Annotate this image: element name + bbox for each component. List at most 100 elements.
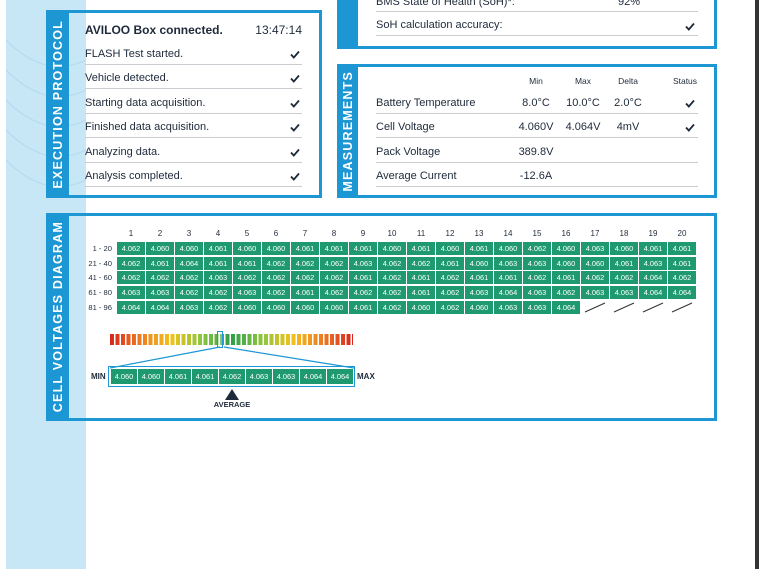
cell-value: 4.062 bbox=[320, 286, 348, 300]
scale-value: 4.063 bbox=[273, 369, 299, 384]
measurement-label: Pack Voltage bbox=[376, 145, 441, 158]
execution-header: AVILOO Box connected. bbox=[85, 23, 223, 37]
rule bbox=[376, 137, 698, 139]
cell-value: 4.062 bbox=[262, 286, 290, 300]
cell-value: 4.062 bbox=[581, 271, 609, 285]
rule bbox=[85, 64, 302, 65]
rule bbox=[85, 112, 302, 114]
cell-value: 4.062 bbox=[378, 286, 406, 300]
cell-value: 4.060 bbox=[262, 242, 290, 255]
check-icon bbox=[290, 75, 300, 84]
row-label: 61 - 80 bbox=[88, 288, 112, 298]
cell-value: 4.061 bbox=[407, 271, 435, 285]
cell-value: 4.062 bbox=[291, 271, 319, 285]
soh-value: 92% bbox=[618, 0, 641, 8]
cell-value: 4.060 bbox=[378, 242, 406, 255]
column-number: 13 bbox=[474, 229, 484, 238]
cell-value: 4.061 bbox=[291, 286, 319, 300]
check-icon bbox=[290, 50, 300, 59]
scale-value: 4.062 bbox=[219, 369, 245, 384]
cell-value: 4.061 bbox=[639, 242, 667, 255]
cell-value: 4.061 bbox=[494, 271, 522, 285]
execution-step: FLASH Test started. bbox=[85, 48, 184, 60]
rule bbox=[376, 113, 698, 114]
empty-cell bbox=[610, 301, 638, 314]
measurement-value: 4.064V bbox=[565, 121, 601, 134]
rule bbox=[376, 161, 698, 163]
column-number: 12 bbox=[445, 229, 455, 238]
cell-value: 4.062 bbox=[378, 300, 406, 314]
cell-value: 4.062 bbox=[320, 256, 348, 270]
cell-value: 4.064 bbox=[117, 300, 145, 314]
measurement-value: 4.060V bbox=[518, 121, 554, 134]
cell-value: 4.062 bbox=[146, 271, 174, 285]
cell-value: 4.063 bbox=[639, 256, 667, 270]
cell-value: 4.061 bbox=[610, 256, 638, 270]
cell-value: 4.060 bbox=[175, 242, 203, 255]
cell-value: 4.061 bbox=[204, 242, 232, 255]
cell-value: 4.061 bbox=[146, 256, 174, 270]
cell-value: 4.063 bbox=[349, 256, 377, 270]
cell-value: 4.061 bbox=[436, 256, 464, 270]
cell-value: 4.062 bbox=[378, 256, 406, 270]
cell-value: 4.063 bbox=[610, 286, 638, 300]
cell-value: 4.063 bbox=[494, 300, 522, 314]
section-title: CELL VOLTAGES DIAGRAM bbox=[50, 221, 65, 413]
cell-value: 4.062 bbox=[407, 256, 435, 270]
scale-value: 4.060 bbox=[111, 369, 137, 384]
cell-value: 4.061 bbox=[465, 271, 493, 285]
cell-value: 4.062 bbox=[436, 300, 464, 314]
column-header: Delta bbox=[618, 76, 638, 86]
empty-cell bbox=[581, 301, 609, 314]
cell-value: 4.060 bbox=[436, 242, 464, 255]
cell-value: 4.062 bbox=[523, 242, 551, 255]
check-icon bbox=[290, 99, 300, 108]
cell-value: 4.063 bbox=[581, 286, 609, 300]
column-header: Status bbox=[672, 76, 698, 86]
cell-value: 4.062 bbox=[436, 286, 464, 300]
cell-value: 4.062 bbox=[117, 242, 145, 255]
check-icon bbox=[290, 172, 300, 181]
scale-box bbox=[108, 366, 355, 387]
measurement-value: -12.6A bbox=[519, 170, 553, 183]
execution-band: EXECUTION PROTOCOL bbox=[46, 10, 69, 198]
column-number: 1 bbox=[128, 229, 134, 238]
column-number: 20 bbox=[677, 229, 687, 238]
cell-value: 4.061 bbox=[668, 242, 696, 255]
cell-value: 4.062 bbox=[436, 271, 464, 285]
cell-value: 4.064 bbox=[668, 286, 696, 300]
measurements-band: MEASUREMENTS bbox=[337, 64, 358, 198]
cell-value: 4.064 bbox=[175, 256, 203, 270]
cell-value: 4.061 bbox=[291, 242, 319, 255]
column-number: 9 bbox=[360, 229, 366, 238]
cell-value: 4.061 bbox=[204, 256, 232, 270]
check-icon bbox=[290, 124, 300, 133]
cell-value: 4.060 bbox=[552, 242, 580, 255]
column-number: 5 bbox=[244, 229, 250, 238]
section-title: MEASUREMENTS bbox=[340, 70, 355, 192]
execution-step: Analysis completed. bbox=[85, 170, 183, 182]
cell-value: 4.061 bbox=[349, 242, 377, 255]
rule bbox=[376, 186, 698, 188]
soh-band bbox=[337, 0, 358, 49]
cell-value: 4.062 bbox=[610, 271, 638, 285]
cell-band: CELL VOLTAGES DIAGRAM bbox=[46, 213, 69, 421]
column-number: 15 bbox=[532, 229, 542, 238]
cell-value: 4.062 bbox=[668, 271, 696, 285]
row-label: 81 - 96 bbox=[88, 302, 112, 312]
scale-value: 4.060 bbox=[138, 369, 164, 384]
column-number: 10 bbox=[387, 229, 397, 238]
cell-value: 4.062 bbox=[291, 256, 319, 270]
scale-max-label: MAX bbox=[357, 372, 375, 381]
column-number: 2 bbox=[157, 229, 163, 238]
column-number: 17 bbox=[590, 229, 600, 238]
gradient-bar bbox=[110, 334, 353, 345]
execution-time: 13:47:14 bbox=[255, 23, 302, 37]
cell-value: 4.063 bbox=[175, 300, 203, 314]
cell-value: 4.063 bbox=[465, 286, 493, 300]
cell-value: 4.061 bbox=[465, 242, 493, 255]
measurement-value: 2.0°C bbox=[614, 97, 642, 109]
check-icon bbox=[685, 124, 695, 133]
cell-value: 4.064 bbox=[552, 300, 580, 314]
measurement-value: 4mV bbox=[616, 121, 640, 134]
